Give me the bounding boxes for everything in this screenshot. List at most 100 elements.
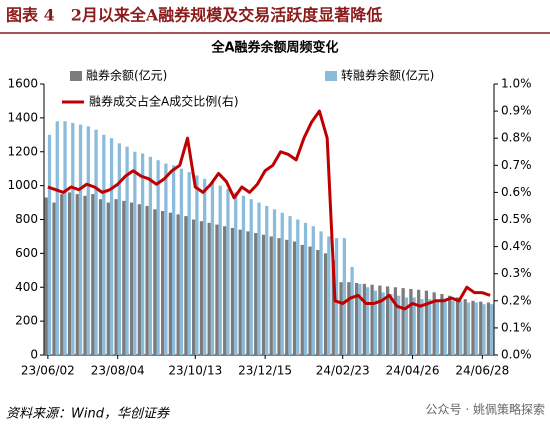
bar	[362, 283, 366, 355]
bar	[277, 238, 281, 355]
bar	[63, 121, 67, 355]
bar	[52, 202, 56, 355]
bar	[339, 282, 343, 355]
bar	[210, 182, 215, 355]
bar	[432, 292, 436, 355]
bar	[370, 284, 374, 355]
bar	[71, 122, 75, 355]
bar	[125, 146, 129, 355]
bar	[417, 289, 421, 355]
bar	[67, 192, 72, 355]
legend-swatch	[325, 71, 337, 81]
y2-tick-label: 1.0%	[501, 77, 532, 91]
x-tick-label: 23/10/13	[168, 364, 222, 378]
bar	[378, 285, 382, 355]
bar	[176, 214, 180, 355]
x-tick-label: 23/12/15	[238, 364, 292, 378]
bar	[393, 287, 398, 355]
bar	[234, 192, 238, 355]
bar	[102, 134, 106, 355]
bar	[269, 236, 273, 355]
x-tick-label: 23/08/04	[91, 364, 145, 378]
legend-label: 融券成交占全A成交比例(右)	[89, 94, 239, 109]
y2-tick-label: 0.8%	[501, 131, 532, 145]
bar	[331, 260, 335, 355]
bar	[164, 163, 168, 355]
bar	[86, 126, 90, 355]
bar	[397, 295, 401, 355]
bar	[249, 199, 253, 355]
bar	[365, 287, 370, 355]
bar	[428, 299, 432, 355]
y-tick-label: 1400	[7, 110, 38, 124]
bar	[424, 290, 429, 355]
bar	[140, 153, 145, 355]
y-tick-label: 1200	[7, 144, 38, 158]
bar	[272, 209, 277, 355]
bar	[354, 283, 359, 355]
bar	[133, 151, 137, 355]
bar	[420, 299, 424, 355]
y2-tick-label: 0.2%	[501, 293, 532, 307]
x-tick-label: 24/06/28	[455, 364, 509, 378]
bar	[451, 300, 455, 355]
bar	[386, 286, 390, 355]
y-tick-label: 400	[15, 280, 38, 294]
bar	[60, 194, 64, 355]
source-note: 资料来源：Wind，华创证券	[6, 407, 170, 422]
bar	[292, 241, 297, 355]
legend-swatch	[70, 71, 82, 81]
y-tick-label: 1600	[7, 77, 38, 91]
bar	[75, 194, 79, 355]
bar	[148, 156, 152, 355]
bar	[153, 209, 157, 355]
bar	[195, 175, 199, 355]
y2-tick-label: 0.5%	[501, 212, 532, 226]
bar	[230, 227, 235, 355]
bar	[316, 249, 320, 355]
chart-title: 全A融券余额周频变化	[210, 40, 338, 56]
bar	[218, 185, 222, 355]
bar	[47, 134, 52, 355]
bar	[466, 302, 471, 355]
bar	[172, 165, 176, 355]
bar	[404, 297, 409, 355]
bar	[409, 288, 413, 355]
bar	[463, 299, 467, 355]
y2-tick-label: 0.3%	[501, 266, 532, 280]
y-tick-label: 200	[15, 314, 38, 328]
bar	[455, 297, 460, 355]
bar	[203, 178, 207, 355]
bar	[215, 224, 219, 355]
bar	[323, 253, 328, 355]
bar	[94, 129, 98, 355]
bar	[106, 202, 110, 355]
y-tick-label: 1000	[7, 178, 38, 192]
bar	[254, 233, 258, 355]
bar	[98, 199, 103, 355]
line	[47, 109, 491, 311]
bar	[347, 282, 351, 355]
bar	[443, 300, 447, 355]
bar	[122, 200, 126, 355]
bar	[412, 297, 416, 355]
legend-label: 转融券余额(亿元)	[341, 68, 434, 83]
bar	[358, 283, 362, 355]
bar	[474, 302, 478, 355]
bar	[192, 219, 196, 355]
bar	[459, 300, 463, 355]
bar	[117, 143, 121, 355]
x-tick-label: 24/02/23	[316, 364, 370, 378]
bar	[280, 212, 284, 355]
bar	[486, 302, 491, 355]
bar	[179, 168, 184, 355]
bar	[241, 195, 246, 355]
bar	[334, 238, 339, 355]
page-title: 图表 4 2月以来全A融券规模及交易活跃度显著降低	[6, 6, 382, 25]
bar	[199, 221, 204, 355]
bar	[440, 294, 444, 355]
bar	[223, 226, 227, 355]
bar	[319, 231, 323, 355]
bar	[91, 194, 95, 355]
bar	[78, 124, 83, 356]
